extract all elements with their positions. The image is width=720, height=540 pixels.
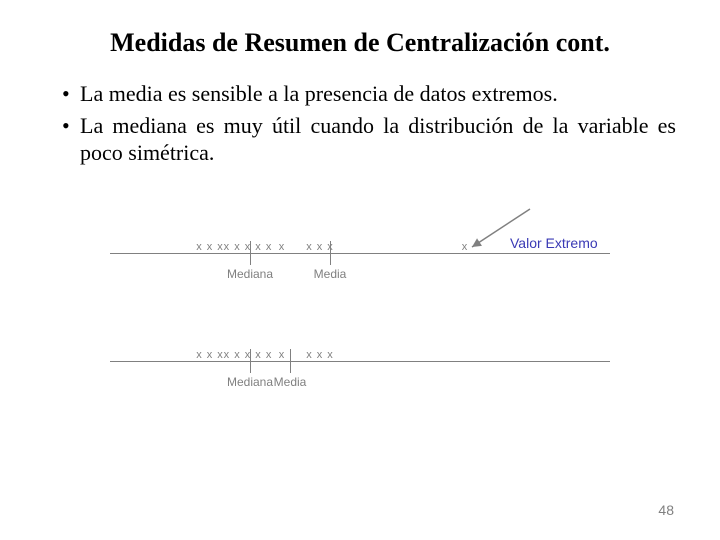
slide: Medidas de Resumen de Centralización con… bbox=[0, 0, 720, 540]
data-marks: x x x x x bbox=[224, 349, 273, 361]
data-marks: x x x bbox=[306, 349, 334, 361]
bullet-list: La media es sensible a la presencia de d… bbox=[44, 80, 676, 167]
mediana-line-2 bbox=[250, 349, 251, 373]
data-marks-outlier: x bbox=[462, 241, 469, 253]
axis-line-1 bbox=[110, 253, 610, 254]
page-number: 48 bbox=[658, 502, 674, 518]
bullet-item: La media es sensible a la presencia de d… bbox=[62, 80, 676, 108]
media-line-1 bbox=[330, 241, 331, 265]
mediana-label-1: Mediana bbox=[227, 267, 273, 281]
valor-extremo-label: Valor Extremo bbox=[510, 235, 598, 251]
data-marks: x bbox=[279, 241, 286, 253]
slide-title: Medidas de Resumen de Centralización con… bbox=[44, 28, 676, 58]
bullet-item: La mediana es muy útil cuando la distrib… bbox=[62, 112, 676, 167]
media-line-2 bbox=[290, 349, 291, 373]
media-label-2: Media bbox=[274, 375, 307, 389]
mediana-line-1 bbox=[250, 241, 251, 265]
diagram: x x x x x x x x x x x x x Mediana Media … bbox=[110, 205, 610, 415]
data-marks: x x x x x bbox=[224, 241, 273, 253]
data-marks: x x x bbox=[196, 241, 224, 253]
axis-line-2 bbox=[110, 361, 610, 362]
data-marks: x x x bbox=[196, 349, 224, 361]
data-marks: x bbox=[279, 349, 286, 361]
mediana-label-2: Mediana bbox=[227, 375, 273, 389]
media-label-1: Media bbox=[314, 267, 347, 281]
